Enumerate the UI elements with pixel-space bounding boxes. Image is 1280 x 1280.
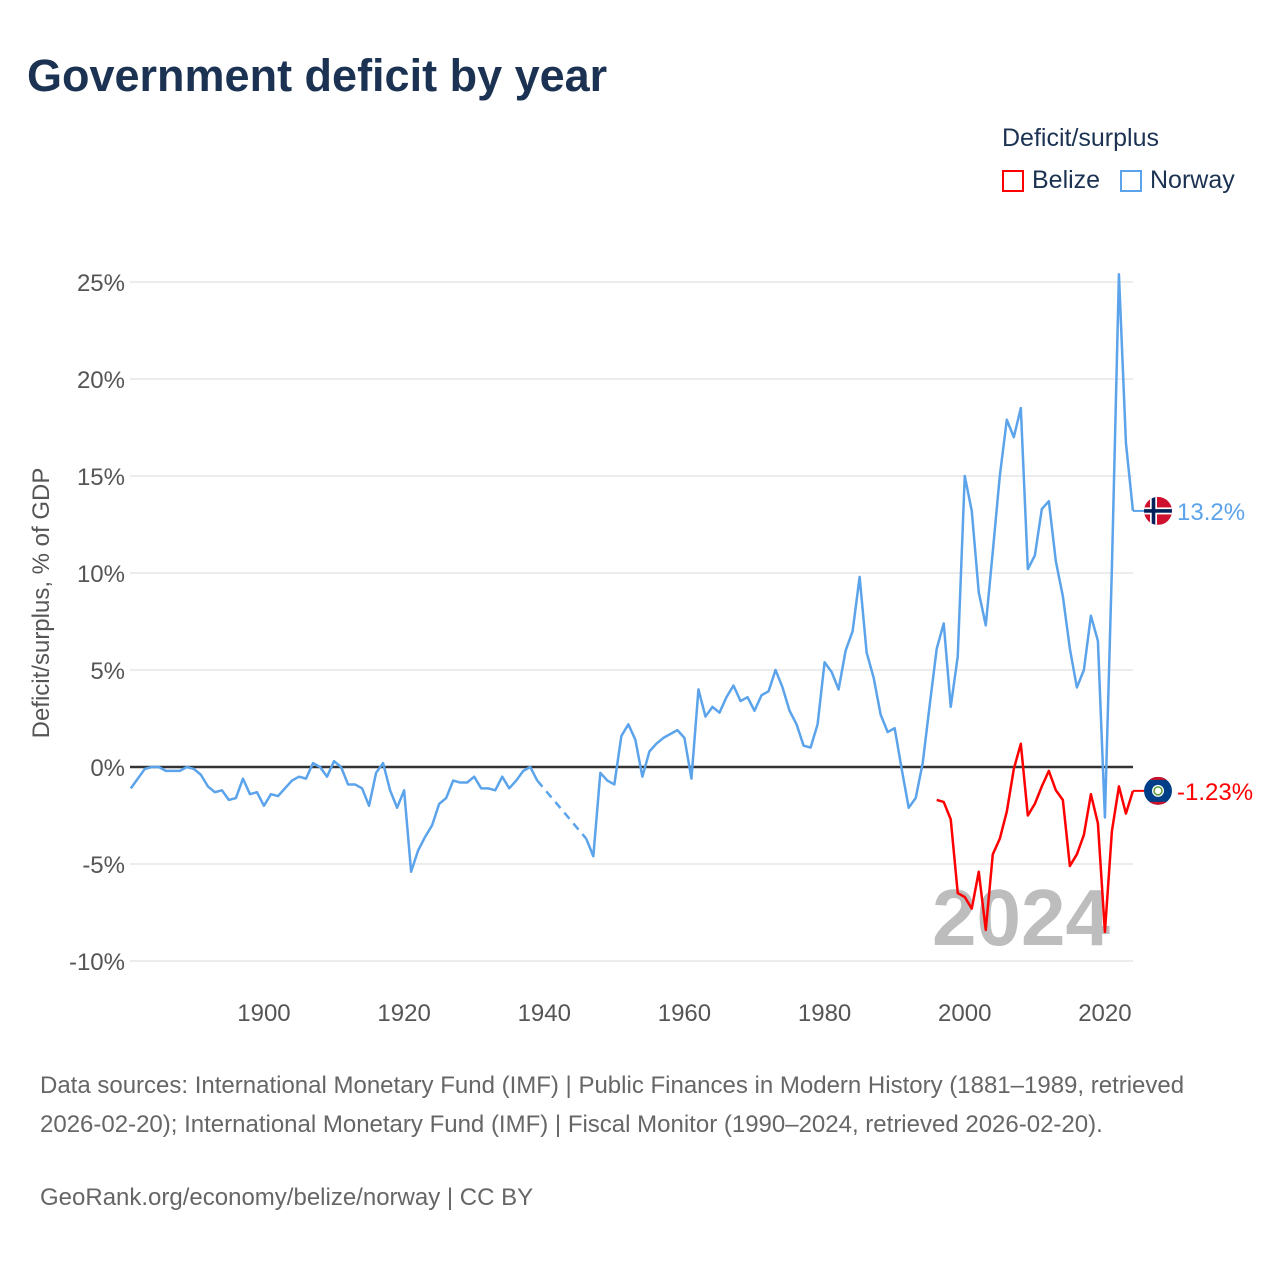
flag-stripe [1144, 801, 1172, 805]
flag-norway-icon [1144, 496, 1172, 525]
legend-title: Deficit/surplus [1002, 124, 1159, 152]
end-value-label-belize: -1.23% [1177, 779, 1253, 806]
credit-link[interactable]: GeoRank.org/economy/belize/norway | CC B… [40, 1184, 534, 1211]
end-value-label-norway: 13.2% [1177, 499, 1245, 526]
y-tick-label: 5% [90, 658, 125, 685]
y-tick-label: 10% [77, 561, 125, 588]
legend-item-norway[interactable]: Norway [1120, 166, 1235, 195]
flag-belize-icon [1144, 776, 1172, 805]
x-tick-label: 1900 [237, 1000, 290, 1027]
flag-cross [1144, 509, 1172, 513]
x-tick-label: 1980 [798, 1000, 851, 1027]
flag-cross [1151, 496, 1156, 525]
year-label: 2024 [932, 873, 1110, 962]
chart-title: Government deficit by year [27, 50, 608, 101]
x-tick-label: 1920 [377, 1000, 430, 1027]
flag-body [1144, 776, 1172, 805]
flag-body [1144, 496, 1172, 525]
flag-emblem [1153, 786, 1163, 796]
y-tick-label: -5% [82, 852, 125, 879]
legend-label: Belize [1032, 166, 1101, 194]
x-tick-label: 1960 [658, 1000, 711, 1027]
y-tick-label: 20% [77, 367, 125, 394]
series-line-belize [936, 742, 1135, 934]
y-tick-label: -10% [69, 949, 125, 976]
series-line-norway [129, 759, 539, 874]
x-tick-label: 2020 [1078, 1000, 1131, 1027]
y-tick-label: 25% [77, 270, 125, 297]
x-tick-label: 1940 [518, 1000, 571, 1027]
flag-stripe [1144, 776, 1172, 780]
legend-label: Norway [1150, 166, 1235, 194]
legend-item-belize[interactable]: Belize [1002, 166, 1100, 195]
y-tick-label: 0% [90, 755, 125, 782]
y-tick-label: 15% [77, 464, 125, 491]
x-tick-label: 2000 [938, 1000, 991, 1027]
series-line-norway [585, 272, 1135, 858]
legend-swatch-norway [1120, 169, 1142, 192]
data-sources: Data sources: International Monetary Fun… [40, 1072, 1185, 1138]
legend-swatch-belize [1002, 169, 1024, 192]
series-gap-dashed-norway [536, 779, 588, 840]
